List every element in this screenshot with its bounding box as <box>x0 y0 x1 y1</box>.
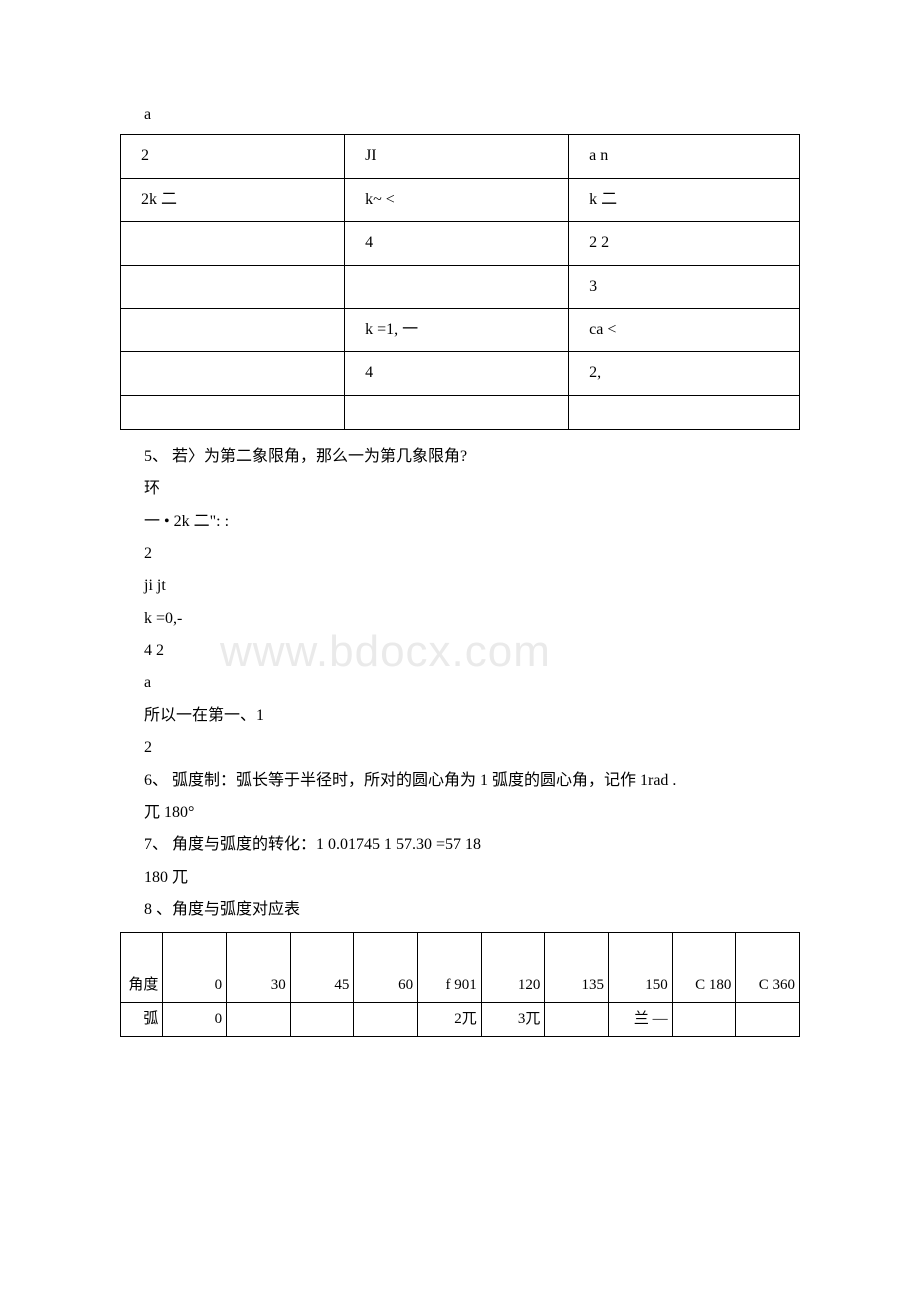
cell: 4 <box>345 222 569 265</box>
cell <box>290 1002 354 1036</box>
cell <box>354 1002 418 1036</box>
cell-label: 角度 <box>121 932 163 1002</box>
cell: 30 <box>227 932 291 1002</box>
cell: 2 <box>121 135 345 178</box>
text-line: ji jt <box>144 571 800 601</box>
text-line: 所以一在第一、1 <box>144 701 800 731</box>
table-1: 2 JI a n 2k 二 k~ < k 二 4 2 2 3 k =1, <box>120 134 800 429</box>
cell: 150 <box>609 932 673 1002</box>
cell: 120 <box>481 932 545 1002</box>
cell: 3 <box>569 265 800 308</box>
cell: 45 <box>290 932 354 1002</box>
cell: 0 <box>163 1002 227 1036</box>
cell-label: 弧 <box>121 1002 163 1036</box>
cell <box>121 222 345 265</box>
text-line: 180 兀 <box>144 863 800 893</box>
cell: 0 <box>163 932 227 1002</box>
text-line: 一 • 2k 二": : <box>144 507 800 537</box>
text-line: 4 2 <box>144 636 800 666</box>
table-row <box>121 395 800 429</box>
table-row: 4 2, <box>121 352 800 395</box>
text-line: 环 <box>144 474 800 504</box>
cell: 60 <box>354 932 418 1002</box>
pre-line: a <box>120 100 800 130</box>
table-row: 2 JI a n <box>121 135 800 178</box>
cell: 4 <box>345 352 569 395</box>
table-row: 弧 0 2兀 3兀 兰 — <box>121 1002 800 1036</box>
cell <box>736 1002 800 1036</box>
text-line: 7、 角度与弧度的转化：1 0.01745 1 57.30 =57 18 <box>144 830 800 860</box>
cell: 3兀 <box>481 1002 545 1036</box>
cell: C 360 <box>736 932 800 1002</box>
table-row: 角度 0 30 45 60 f 901 120 135 150 C 180 C … <box>121 932 800 1002</box>
cell <box>545 1002 609 1036</box>
table-2: 角度 0 30 45 60 f 901 120 135 150 C 180 C … <box>120 932 800 1037</box>
cell <box>121 308 345 351</box>
cell <box>121 395 345 429</box>
cell <box>227 1002 291 1036</box>
table-row: 2k 二 k~ < k 二 <box>121 178 800 221</box>
cell: f 901 <box>418 932 482 1002</box>
text-line: a <box>144 668 800 698</box>
cell: k~ < <box>345 178 569 221</box>
text-line: 5、 若〉为第二象限角，那么一为第几象限角? <box>144 442 800 472</box>
body-text: 5、 若〉为第二象限角，那么一为第几象限角? 环 一 • 2k 二": : 2 … <box>120 442 800 926</box>
text-line: 2 <box>144 539 800 569</box>
cell: JI <box>345 135 569 178</box>
cell <box>345 265 569 308</box>
cell: a n <box>569 135 800 178</box>
table-row: 3 <box>121 265 800 308</box>
text-line: 6、 弧度制：弧长等于半径时，所对的圆心角为 1 弧度的圆心角，记作 1rad … <box>144 766 800 796</box>
cell: 135 <box>545 932 609 1002</box>
cell: 2兀 <box>418 1002 482 1036</box>
cell: 2 2 <box>569 222 800 265</box>
cell <box>121 352 345 395</box>
table-row: k =1, 一 ca < <box>121 308 800 351</box>
cell: ca < <box>569 308 800 351</box>
cell: 2, <box>569 352 800 395</box>
text-line: k =0,- <box>144 604 800 634</box>
cell: 2k 二 <box>121 178 345 221</box>
cell <box>569 395 800 429</box>
text-line: 兀 180° <box>144 798 800 828</box>
cell: C 180 <box>672 932 736 1002</box>
cell: k 二 <box>569 178 800 221</box>
text-line: 2 <box>144 733 800 763</box>
table-row: 4 2 2 <box>121 222 800 265</box>
text-line: 8 、角度与弧度对应表 <box>144 895 800 925</box>
cell: 兰 — <box>609 1002 673 1036</box>
cell <box>672 1002 736 1036</box>
cell <box>345 395 569 429</box>
cell <box>121 265 345 308</box>
cell: k =1, 一 <box>345 308 569 351</box>
